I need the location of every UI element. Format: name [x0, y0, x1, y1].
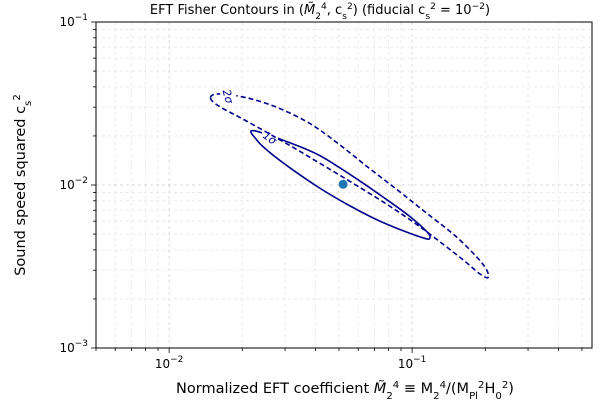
- x-tick-label: 10−2: [155, 355, 184, 371]
- y-tick-label: 10−2: [59, 176, 88, 192]
- y-tick-label: 10−1: [59, 13, 88, 29]
- contour-label-2sigma: 2σ: [220, 88, 236, 106]
- chart-title: EFT Fisher Contours in (M̃24, cs2) (fidu…: [150, 2, 490, 22]
- x-axis-label: Normalized EFT coefficient M̃24 ≡ M24/(M…: [176, 380, 514, 400]
- points: [338, 179, 348, 189]
- contour-label-gap: [220, 88, 237, 103]
- contour-1sigma: [250, 129, 431, 241]
- contour-label-gap: [261, 129, 278, 144]
- x-tick-label: 10−1: [398, 355, 427, 371]
- ticks: 10−2 10−1 10−3 10−2 10−1: [59, 13, 583, 371]
- y-tick-label: 10−3: [59, 339, 88, 355]
- y-axis-label: Sound speed squared cs2: [12, 94, 34, 276]
- contour-2sigma: [209, 93, 490, 279]
- fiducial-point: [338, 179, 348, 189]
